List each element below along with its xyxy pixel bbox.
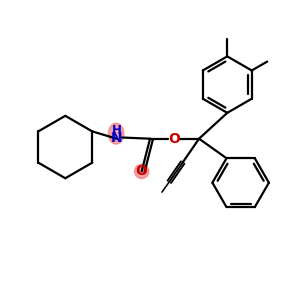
Text: N: N: [111, 130, 122, 145]
Ellipse shape: [108, 123, 124, 144]
Text: H: H: [112, 124, 122, 137]
Text: O: O: [136, 164, 148, 178]
Text: O: O: [168, 132, 180, 146]
Ellipse shape: [134, 164, 149, 178]
